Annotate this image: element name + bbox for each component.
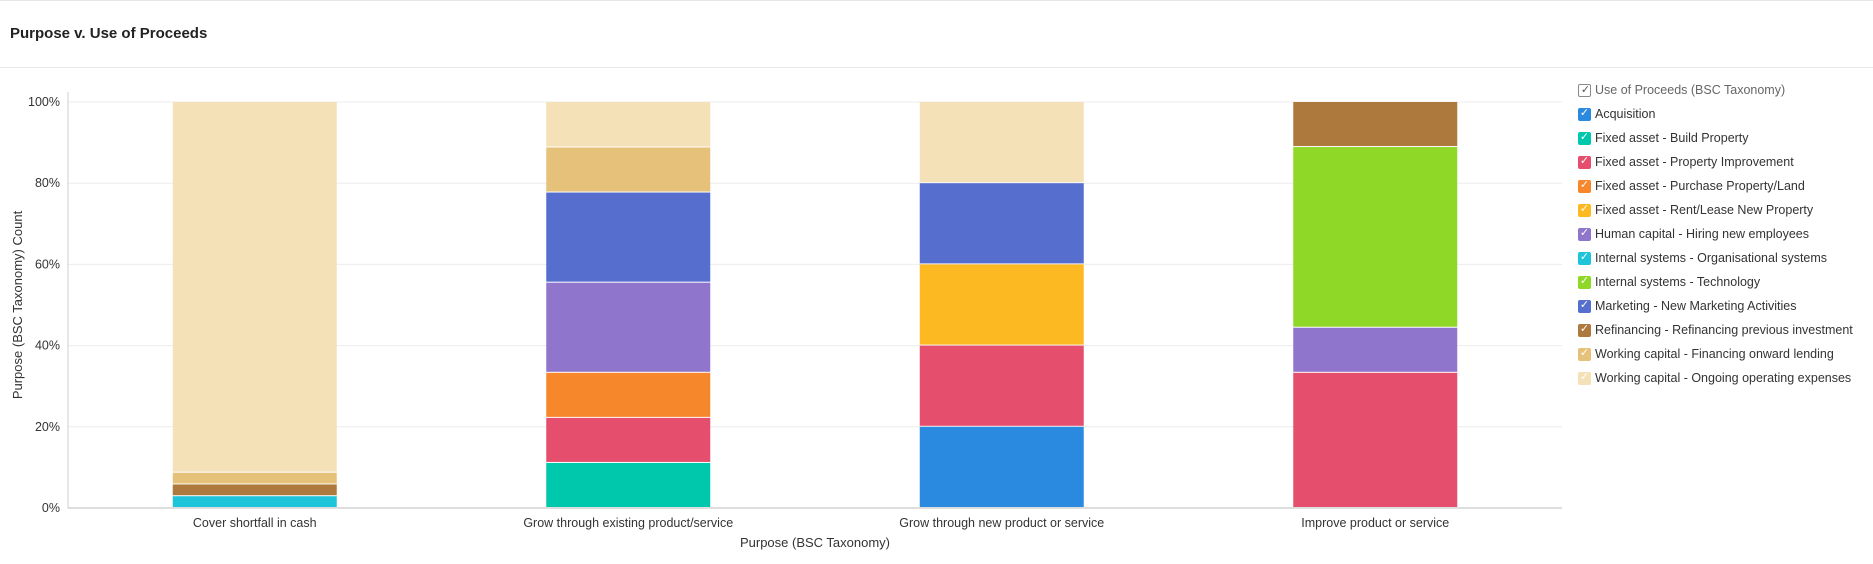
legend-label: Internal systems - Technology (1595, 275, 1761, 289)
legend-item[interactable]: ✓ Refinancing - Refinancing previous inve… (1578, 318, 1868, 342)
bar-segment[interactable] (546, 417, 711, 462)
check-icon: ✓ (1579, 226, 1590, 239)
check-icon: ✓ (1579, 298, 1590, 311)
check-icon: ✓ (1579, 322, 1590, 335)
legend: ✓ Use of Proceeds (BSC Taxonomy) ✓ Acquis… (1578, 78, 1868, 390)
legend-item[interactable]: ✓ Fixed asset - Property Improvement (1578, 150, 1868, 174)
check-icon: ✓ (1579, 178, 1590, 191)
legend-color-checkbox[interactable]: ✓ (1578, 154, 1591, 169)
legend-color-checkbox[interactable]: ✓ (1578, 298, 1591, 313)
y-tick-label: 0% (42, 501, 60, 515)
top-divider (0, 0, 1873, 1)
bar-segment[interactable] (546, 147, 711, 192)
legend-item[interactable]: ✓ Internal systems - Organisational syste… (1578, 246, 1868, 270)
y-tick-label: 20% (35, 420, 60, 434)
bar-segment[interactable] (546, 282, 711, 372)
bar-segment[interactable] (546, 462, 711, 507)
x-tick-label: Cover shortfall in cash (193, 516, 317, 530)
legend-color-checkbox[interactable]: ✓ (1578, 226, 1591, 241)
bars (172, 102, 1458, 507)
bar-segment[interactable] (546, 192, 711, 282)
legend-label: Acquisition (1595, 107, 1656, 121)
check-icon: ✓ (1579, 250, 1590, 263)
bar-segment[interactable] (1293, 327, 1458, 372)
legend-item[interactable]: ✓ Acquisition (1578, 102, 1868, 126)
bar-segment[interactable] (1293, 147, 1458, 327)
legend-item[interactable]: ✓ Fixed asset - Rent/Lease New Property (1578, 198, 1868, 222)
legend-label: Fixed asset - Property Improvement (1595, 155, 1794, 169)
x-tick-label: Grow through new product or service (899, 516, 1104, 530)
check-icon: ✓ (1579, 130, 1590, 143)
bar-segment[interactable] (919, 102, 1084, 183)
bar-segment[interactable] (1293, 372, 1458, 507)
y-tick-label: 60% (35, 257, 60, 271)
legend-label: Marketing - New Marketing Activities (1595, 299, 1797, 313)
x-axis-title: Purpose (BSC Taxonomy) (740, 535, 890, 550)
x-tick-label: Improve product or service (1301, 516, 1449, 530)
y-tick-label: 100% (28, 95, 60, 109)
check-icon: ✓ (1579, 202, 1590, 215)
x-tick-label: Grow through existing product/service (523, 516, 733, 530)
legend-label: Working capital - Ongoing operating expe… (1595, 371, 1852, 385)
chart-title: Purpose v. Use of Proceeds (10, 25, 208, 42)
bar-segment[interactable] (172, 102, 337, 472)
bar-segment[interactable] (546, 102, 711, 147)
chart-area: 0% 20% 40% 60% 80% 100% Cover shortfall in cas… (0, 68, 1873, 564)
stacked-bar-chart: 0% 20% 40% 60% 80% 100% Cover shortfall in cas… (10, 92, 1562, 550)
bar-segment[interactable] (919, 426, 1084, 507)
legend-title-row[interactable]: ✓ Use of Proceeds (BSC Taxonomy) (1578, 78, 1868, 102)
legend-color-checkbox[interactable]: ✓ (1578, 346, 1591, 361)
legend-color-checkbox[interactable]: ✓ (1578, 274, 1591, 289)
y-axis-title: Purpose (BSC Taxonomy) Count (10, 210, 25, 399)
legend-item[interactable]: ✓ Working capital - Financing onward lend… (1578, 342, 1868, 366)
axes: 0% 20% 40% 60% 80% 100% Cover shortfall in cas… (28, 92, 1562, 530)
legend-toggle-all-checkbox[interactable]: ✓ (1578, 83, 1591, 97)
check-icon: ✓ (1579, 274, 1590, 287)
legend-color-checkbox[interactable]: ✓ (1578, 178, 1591, 193)
check-icon: ✓ (1579, 106, 1590, 119)
legend-item[interactable]: ✓ Internal systems - Technology (1578, 270, 1868, 294)
legend-color-checkbox[interactable]: ✓ (1578, 130, 1591, 145)
legend-label: Working capital - Financing onward lendi… (1595, 347, 1834, 361)
legend-item[interactable]: ✓ Fixed asset - Purchase Property/Land (1578, 174, 1868, 198)
legend-label: Internal systems - Organisational system… (1595, 251, 1828, 265)
check-icon: ✓ (1579, 154, 1590, 167)
legend-color-checkbox[interactable]: ✓ (1578, 322, 1591, 337)
legend-label: Fixed asset - Rent/Lease New Property (1595, 203, 1814, 217)
bar-segment[interactable] (919, 264, 1084, 345)
legend-color-checkbox[interactable]: ✓ (1578, 202, 1591, 217)
bar-segment[interactable] (919, 345, 1084, 426)
bar-segment[interactable] (172, 472, 337, 484)
legend-label: Fixed asset - Build Property (1595, 131, 1749, 145)
bar-segment[interactable] (172, 496, 337, 507)
legend-color-checkbox[interactable]: ✓ (1578, 250, 1591, 265)
legend-item[interactable]: ✓ Working capital - Ongoing operating exp… (1578, 366, 1868, 390)
legend-item[interactable]: ✓ Marketing - New Marketing Activities (1578, 294, 1868, 318)
bar-segment[interactable] (919, 183, 1084, 264)
check-icon: ✓ (1580, 83, 1591, 96)
y-tick-label: 80% (35, 176, 60, 190)
y-tick-label: 40% (35, 339, 60, 353)
check-icon: ✓ (1579, 346, 1590, 359)
legend-label: Fixed asset - Purchase Property/Land (1595, 179, 1805, 193)
bar-segment[interactable] (172, 484, 337, 496)
legend-item[interactable]: ✓ Fixed asset - Build Property (1578, 126, 1868, 150)
bar-segment[interactable] (1293, 102, 1458, 147)
legend-item[interactable]: ✓ Human capital - Hiring new employees (1578, 222, 1868, 246)
legend-label: Refinancing - Refinancing previous inves… (1595, 323, 1853, 337)
legend-label: Human capital - Hiring new employees (1595, 227, 1809, 241)
legend-color-checkbox[interactable]: ✓ (1578, 370, 1591, 385)
legend-title: Use of Proceeds (BSC Taxonomy) (1595, 83, 1786, 97)
chart-header: Purpose v. Use of Proceeds (0, 1, 1873, 68)
legend-color-checkbox[interactable]: ✓ (1578, 106, 1591, 121)
check-icon: ✓ (1579, 370, 1590, 383)
bar-segment[interactable] (546, 372, 711, 417)
